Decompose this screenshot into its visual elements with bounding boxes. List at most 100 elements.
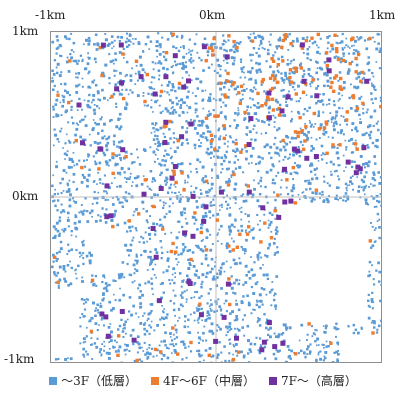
low-rise-building xyxy=(182,101,185,104)
low-rise-building xyxy=(293,88,296,91)
low-rise-building xyxy=(291,39,295,43)
mid-rise-building xyxy=(301,90,306,94)
low-rise-building xyxy=(195,186,198,190)
low-rise-building xyxy=(68,158,72,162)
low-rise-building xyxy=(176,263,179,266)
low-rise-building xyxy=(315,168,318,170)
low-rise-building xyxy=(190,61,193,64)
low-rise-building xyxy=(64,270,67,273)
low-rise-building xyxy=(377,261,380,265)
low-rise-building xyxy=(373,155,376,158)
mid-rise-building xyxy=(310,36,314,40)
low-rise-building xyxy=(259,39,263,42)
low-rise-building xyxy=(160,246,163,249)
low-rise-building xyxy=(64,358,68,361)
low-rise-building xyxy=(233,345,236,348)
low-rise-building xyxy=(73,51,75,53)
low-rise-building xyxy=(155,49,159,52)
low-rise-building xyxy=(137,70,141,74)
low-rise-building xyxy=(285,327,288,330)
legend: ～3F（低層） 4F～6F（中層） 7F～（高層） xyxy=(0,372,406,389)
mid-rise-buildings-layer xyxy=(52,32,383,366)
low-rise-building xyxy=(55,160,58,163)
low-rise-building xyxy=(171,111,175,115)
low-rise-building xyxy=(162,225,165,228)
low-rise-building xyxy=(279,36,282,39)
low-rise-building xyxy=(287,158,289,160)
low-rise-building xyxy=(180,98,184,102)
low-rise-building xyxy=(297,194,300,196)
low-rise-building xyxy=(53,128,56,131)
low-rise-building xyxy=(81,138,85,142)
low-rise-building xyxy=(332,163,335,166)
low-rise-building xyxy=(105,163,109,166)
low-rise-building xyxy=(300,323,304,327)
low-rise-building xyxy=(244,183,248,187)
low-rise-building xyxy=(366,144,369,147)
low-rise-building xyxy=(128,296,132,299)
low-rise-building xyxy=(232,353,234,356)
high-rise-building xyxy=(198,312,204,318)
low-rise-building xyxy=(105,144,108,146)
high-rise-building xyxy=(225,281,231,287)
low-rise-building xyxy=(375,122,378,125)
low-rise-building xyxy=(114,58,118,62)
low-rise-building xyxy=(225,246,229,250)
low-rise-building xyxy=(157,149,159,151)
low-rise-building xyxy=(365,201,367,203)
low-rise-building xyxy=(290,189,294,193)
low-rise-building xyxy=(116,163,119,166)
low-rise-building xyxy=(178,62,182,65)
low-rise-building xyxy=(135,259,139,263)
low-rise-building xyxy=(297,110,300,114)
low-rise-building xyxy=(325,324,328,328)
low-rise-building xyxy=(204,211,207,215)
low-rise-building xyxy=(78,251,82,255)
low-rise-building xyxy=(242,171,245,174)
low-rise-building xyxy=(359,171,363,175)
mid-rise-building xyxy=(312,111,316,116)
low-rise-building xyxy=(150,282,153,285)
mid-rise-building xyxy=(293,66,297,70)
low-rise-building xyxy=(114,299,117,302)
low-rise-building xyxy=(174,294,177,297)
low-rise-building xyxy=(52,200,55,203)
low-rise-building xyxy=(380,319,383,323)
low-rise-building xyxy=(308,352,312,355)
low-rise-building xyxy=(263,145,267,149)
low-rise-building xyxy=(58,43,62,47)
low-rise-building xyxy=(57,192,60,195)
low-rise-building xyxy=(190,185,193,188)
low-rise-building xyxy=(182,67,185,70)
low-rise-building xyxy=(67,216,70,219)
low-rise-building xyxy=(233,119,236,122)
low-rise-building xyxy=(368,124,372,128)
low-rise-building xyxy=(333,103,336,107)
low-rise-building xyxy=(131,91,134,94)
low-rise-building xyxy=(228,179,231,183)
low-rise-building xyxy=(367,56,370,59)
low-rise-building xyxy=(70,230,73,233)
mid-rise-building xyxy=(222,124,226,128)
low-rise-building xyxy=(271,178,275,182)
low-rise-building xyxy=(196,205,199,209)
low-rise-building xyxy=(89,144,92,147)
low-rise-building xyxy=(53,193,57,196)
low-rise-building xyxy=(368,270,371,273)
low-rise-building xyxy=(90,343,93,346)
high-rise-building xyxy=(182,230,188,236)
low-rise-building xyxy=(310,149,313,152)
low-rise-building xyxy=(252,128,255,131)
low-rise-building xyxy=(144,282,147,285)
low-rise-building xyxy=(253,187,256,191)
low-rise-building xyxy=(235,315,238,318)
low-rise-building xyxy=(134,37,137,40)
low-rise-building xyxy=(374,88,377,91)
low-rise-building xyxy=(332,124,335,128)
low-rise-building xyxy=(233,56,236,60)
low-rise-building xyxy=(78,83,81,86)
low-rise-building xyxy=(257,155,261,159)
low-rise-building xyxy=(309,164,312,167)
low-rise-building xyxy=(60,211,63,214)
low-rise-building xyxy=(52,236,55,240)
